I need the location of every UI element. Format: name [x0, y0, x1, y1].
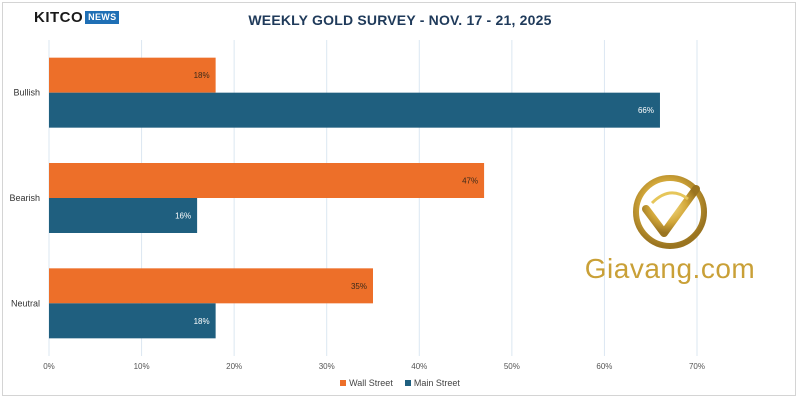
x-tick-label: 30%: [319, 362, 335, 371]
category-label-neutral: Neutral: [11, 298, 40, 308]
bar-wall-street-bullish: [49, 57, 216, 93]
bar-main-street-neutral: [49, 303, 216, 339]
legend-swatch-wall-street: [340, 380, 347, 386]
legend-label-wall-street: Wall Street: [349, 378, 393, 388]
data-label-main-street-neutral: 18%: [194, 317, 210, 326]
chart-legend: Wall Street Main Street: [0, 378, 800, 388]
giavang-watermark: Giavang.com: [560, 175, 780, 285]
x-tick-label: 0%: [43, 362, 55, 371]
data-label-wall-street-bullish: 18%: [194, 71, 210, 80]
watermark-text: Giavang.com: [584, 253, 756, 284]
chart-frame: [2, 2, 796, 396]
chart-title: WEEKLY GOLD SURVEY - NOV. 17 - 21, 2025: [248, 12, 552, 28]
logo-text: KITCO: [34, 9, 84, 26]
category-label-bullish: Bullish: [13, 88, 40, 98]
x-tick-label: 40%: [411, 362, 427, 371]
giavang-emblem-icon: [633, 175, 707, 249]
kitco-logo: KITCO NEWS: [34, 9, 120, 26]
data-label-main-street-bullish: 66%: [638, 106, 654, 115]
bar-wall-street-neutral: [49, 268, 373, 304]
legend-item-wall-street: Wall Street: [340, 378, 393, 388]
bar-main-street-bearish: [49, 198, 198, 233]
legend-label-main-street: Main Street: [413, 378, 460, 388]
data-label-main-street-bearish: 16%: [175, 212, 191, 221]
bar-wall-street-bearish: [49, 163, 485, 198]
x-tick-label: 20%: [226, 362, 242, 371]
legend-item-main-street: Main Street: [404, 378, 460, 388]
data-label-wall-street-bearish: 47%: [462, 177, 478, 186]
x-tick-label: 70%: [689, 362, 705, 371]
x-tick-label: 10%: [134, 362, 150, 371]
x-tick-label: 60%: [596, 362, 612, 371]
category-label-bearish: Bearish: [9, 193, 40, 203]
x-tick-label: 50%: [504, 362, 520, 371]
logo-badge: NEWS: [85, 11, 120, 24]
data-label-wall-street-neutral: 35%: [351, 282, 367, 291]
bar-main-street-bullish: [49, 92, 660, 128]
legend-swatch-main-street: [404, 380, 411, 386]
